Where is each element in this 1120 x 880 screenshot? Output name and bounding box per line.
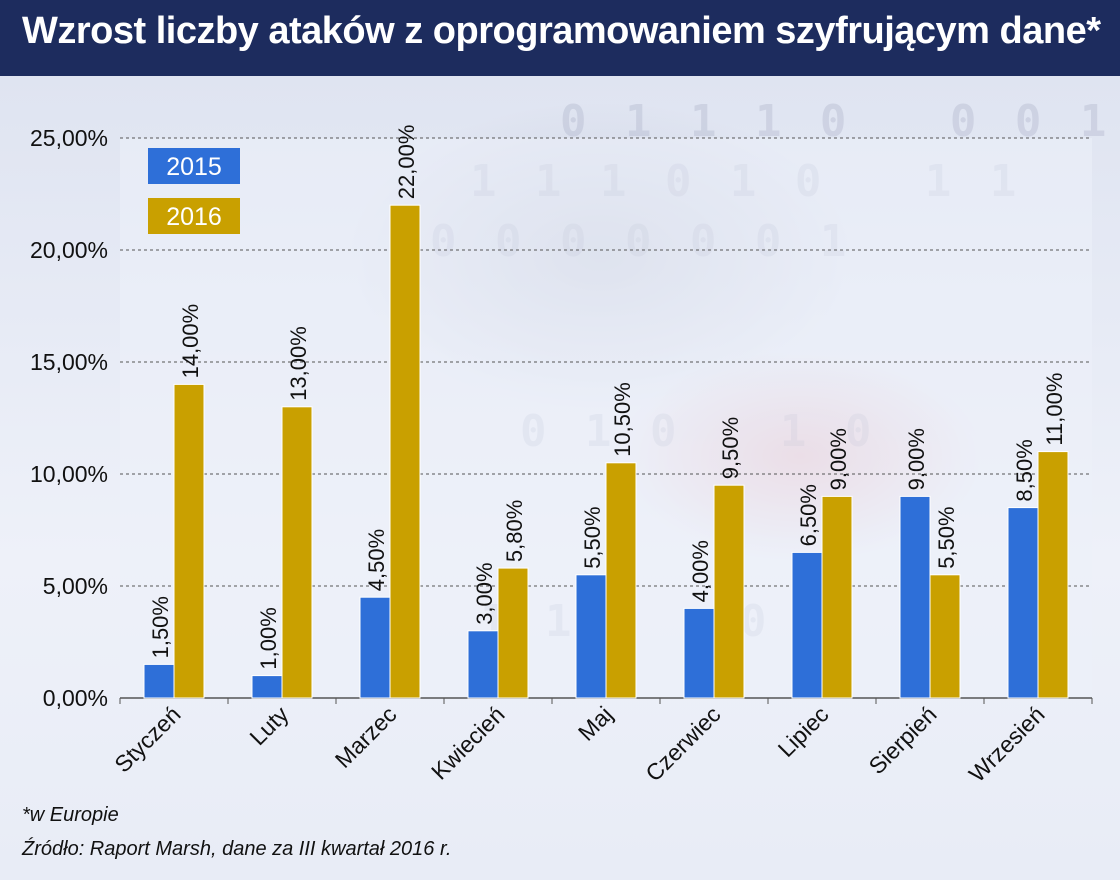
data-label: 5,80% [502,500,527,562]
bar-2015 [683,607,715,699]
page-title: Wzrost liczby ataków z oprogramowaniem s… [22,10,1101,52]
bar-2015 [143,663,175,699]
x-tick-label: Kwiecień [426,701,509,784]
bar-2016 [389,204,421,699]
legend-swatch-2015 [148,148,240,184]
bar-2015 [359,596,391,699]
data-label: 1,00% [256,607,281,669]
bar-2015 [467,630,499,699]
header-bar: Wzrost liczby ataków z oprogramowaniem s… [0,0,1120,76]
data-label: 9,50% [718,417,743,479]
bar-2016 [605,462,637,699]
source-note: Źródło: Raport Marsh, dane za III kwarta… [22,838,452,860]
y-tick-label: 20,00% [30,237,108,263]
legend-swatch-2016 [148,198,240,234]
data-label: 3,00% [472,562,497,624]
y-tick-label: 10,00% [30,461,108,487]
bar-2016 [1037,451,1069,699]
data-label: 6,50% [796,484,821,546]
bar-2016 [821,495,853,699]
bar-2015 [575,574,607,699]
x-tick-label: Maj [573,701,618,746]
data-label: 11,00% [1042,373,1067,446]
x-tick-label: Lipiec [773,701,834,762]
data-label: 5,50% [580,506,605,568]
data-label: 22,00% [394,125,419,200]
x-tick-label: Marzec [330,701,402,773]
y-tick-label: 0,00% [43,685,108,711]
data-label: 4,50% [364,529,389,591]
bar-2015 [251,675,283,699]
y-tick-label: 5,00% [43,573,108,599]
data-label: 8,50% [1012,439,1037,501]
x-tick-label: Czerwiec [640,701,725,786]
bar-2015 [1007,507,1039,699]
data-label: 4,00% [688,540,713,602]
x-tick-label: Sierpień [863,701,941,779]
data-label: 10,50% [610,382,635,457]
bar-2016 [281,406,313,699]
data-label: 1,50% [148,596,173,658]
x-tick-label: Styczeń [109,701,185,777]
x-tick-label: Wrzesień [964,701,1050,787]
bar-2015 [899,495,931,699]
y-tick-label: 15,00% [30,349,108,375]
bar-2016 [929,574,961,699]
bar-2015 [791,551,823,699]
legend-label: 2015 [166,153,222,181]
y-tick-label: 25,00% [30,125,108,151]
footnote: *w Europie [22,804,119,826]
data-label: 5,50% [934,506,959,568]
data-label: 9,00% [826,428,851,490]
data-label: 14,00% [178,304,203,379]
data-label: 9,00% [904,428,929,490]
bar-2016 [173,383,205,699]
bar-2016 [497,567,529,699]
data-label: 13,00% [286,326,311,401]
bar-2016 [713,484,745,699]
legend-label: 2016 [166,203,222,231]
x-tick-label: Luty [244,701,293,750]
